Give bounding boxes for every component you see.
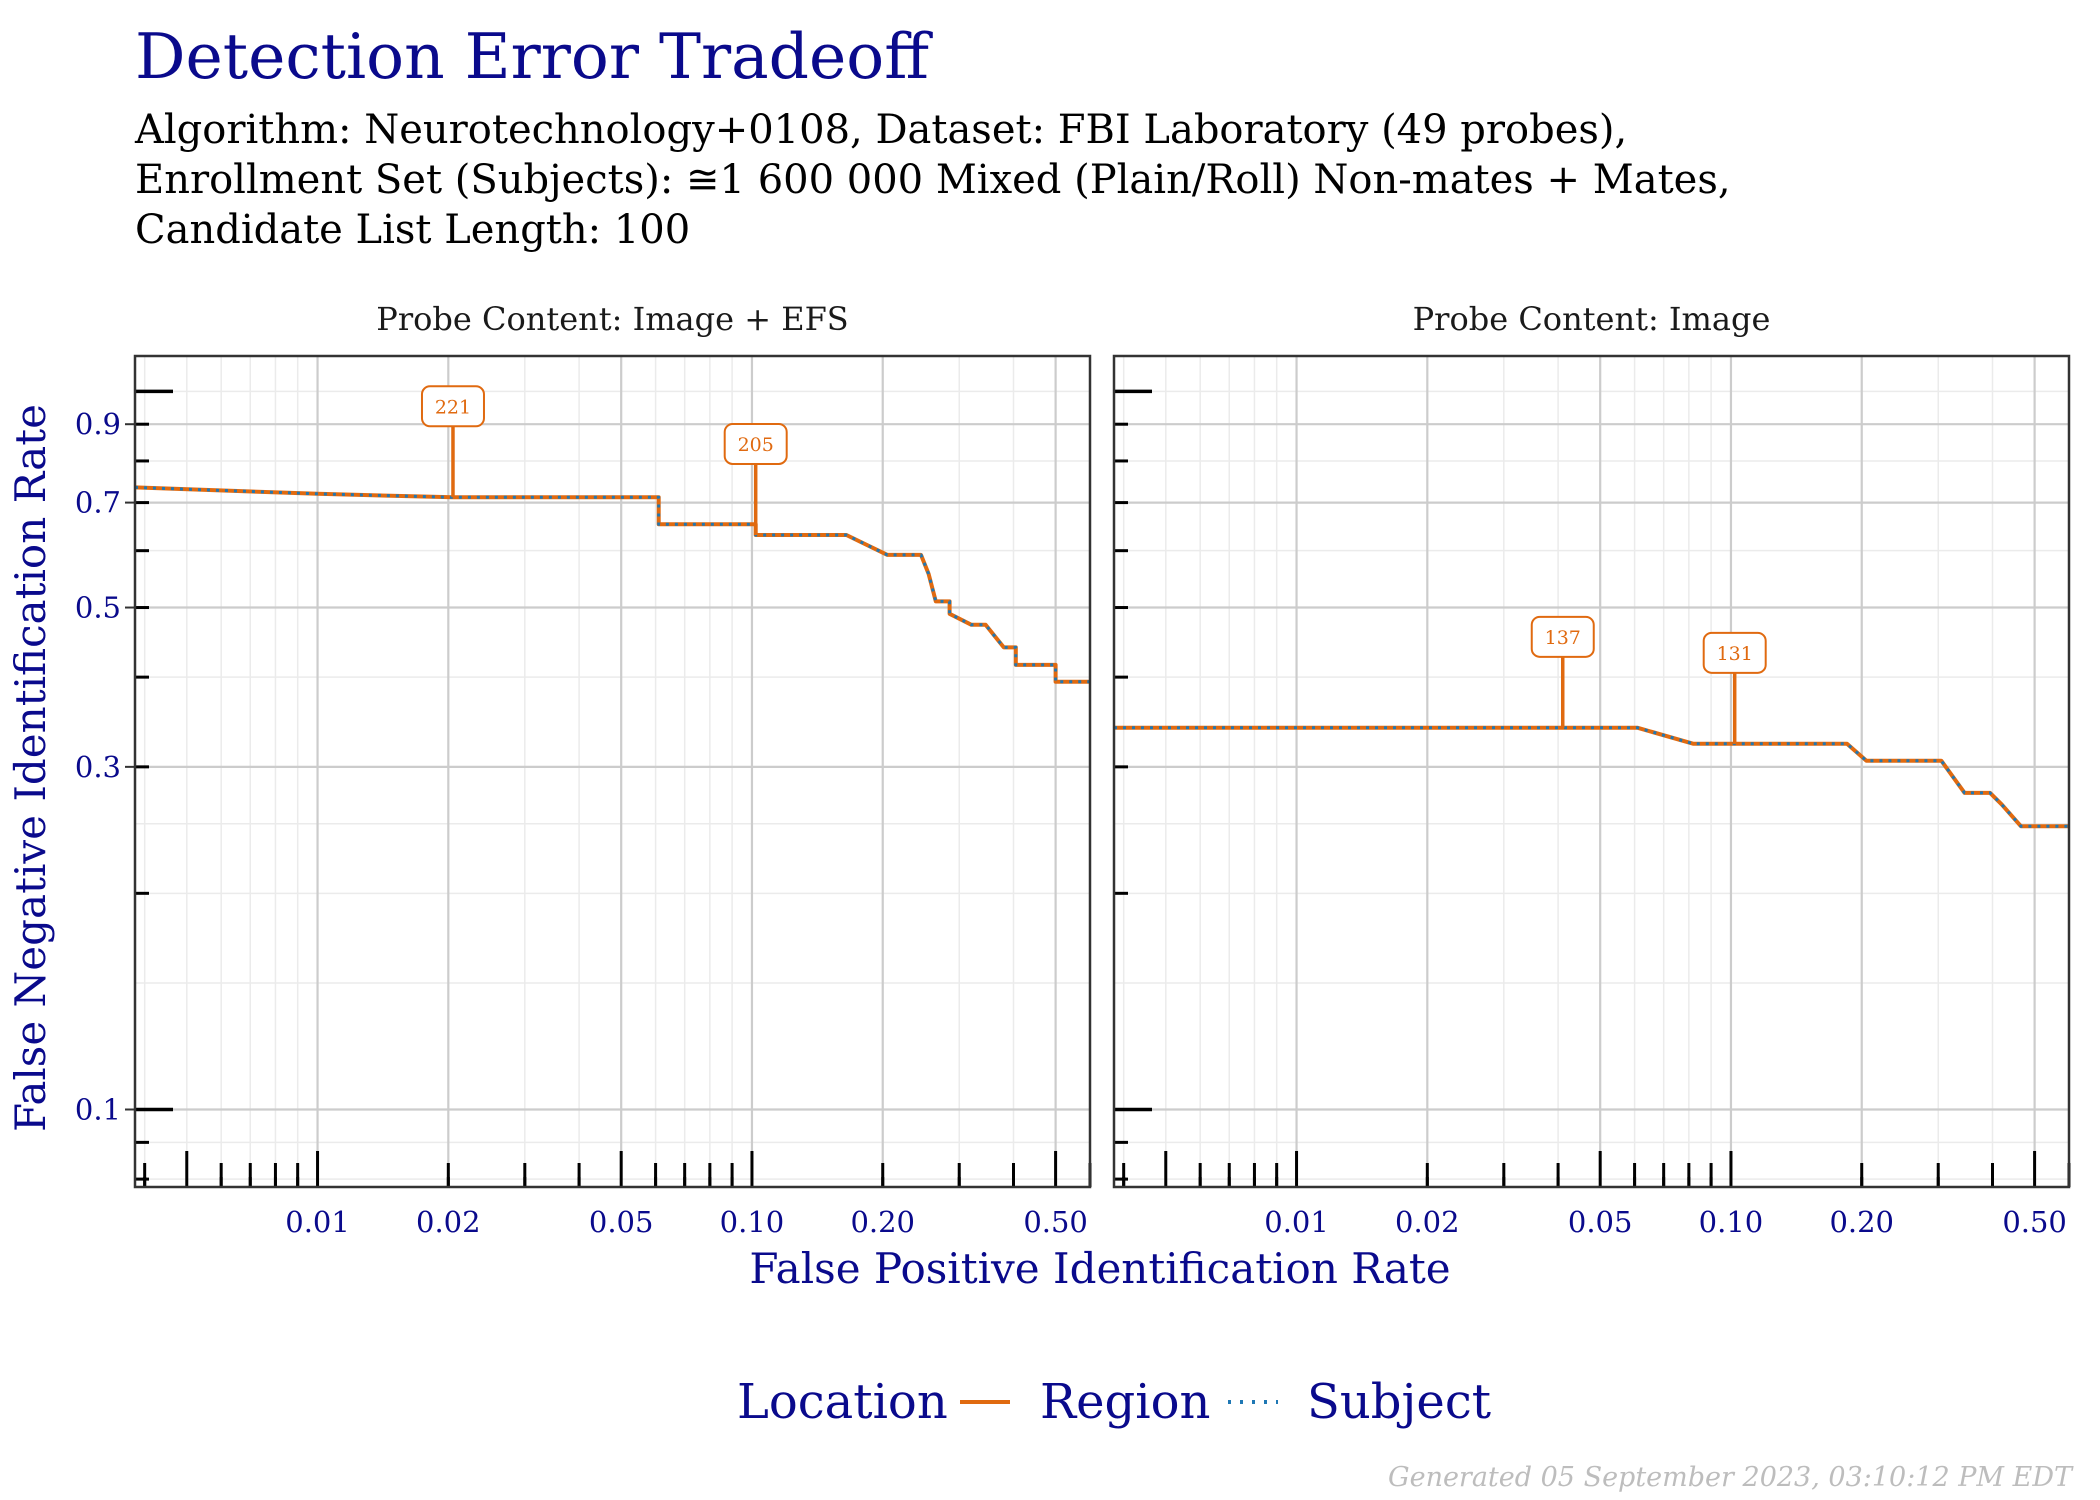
- annotation-label: 137: [1545, 627, 1581, 649]
- annotation-label: 205: [738, 434, 774, 456]
- panel-border: [1112, 354, 2071, 1189]
- x-tick-label: 0.05: [589, 1205, 654, 1239]
- panel-border: [133, 354, 1092, 1189]
- annotation-box: [723, 422, 788, 465]
- annotation-label: 131: [1717, 643, 1753, 665]
- y-tick-label: 0.3: [75, 750, 121, 784]
- panels: 221 205 Probe Content: Image + EFS 0.01 0.02…: [75, 300, 2071, 1239]
- y-tick-label: 0.7: [75, 486, 121, 520]
- legend-entry-region: Region: [1040, 1374, 1210, 1430]
- x-tick-label: 0.50: [2002, 1205, 2067, 1239]
- x-tick-label: 0.50: [1023, 1205, 1088, 1239]
- x-tick-label: 0.10: [1699, 1205, 1764, 1239]
- chart-title: Detection Error Tradeoff: [135, 20, 933, 93]
- legend: Location Region Subject: [737, 1374, 1491, 1430]
- series-line-subject: [1114, 726, 2069, 828]
- x-tick-label: 0.01: [1264, 1205, 1329, 1239]
- y-tick-label: 0.9: [75, 407, 121, 441]
- x-axis-label: False Positive Identification Rate: [749, 1244, 1450, 1293]
- x-tick-label: 0.05: [1568, 1205, 1633, 1239]
- subtitle-line-2: Enrollment Set (Subjects): ≅1 600 000 Mi…: [135, 157, 1731, 203]
- subtitle-line-1: Algorithm: Neurotechnology+0108, Dataset…: [134, 107, 1627, 153]
- annotation-box: [1702, 631, 1767, 674]
- x-tick-label: 0.02: [416, 1205, 481, 1239]
- panel-1: 221 205 Probe Content: Image + EFS 0.01 0.02…: [75, 300, 1092, 1239]
- panel-strip-label: Probe Content: Image: [1413, 300, 1771, 338]
- panel-2: 137 131 Probe Content: Image 0.01 0.02 0.05 0.…: [1112, 300, 2071, 1239]
- annotation-label: 221: [435, 396, 471, 418]
- x-tick-label: 0.20: [850, 1205, 915, 1239]
- x-tick-label: 0.02: [1395, 1205, 1460, 1239]
- series-line-region: [1114, 725, 2069, 829]
- series-line-region: [134, 485, 1090, 684]
- x-tick-label: 0.01: [285, 1205, 350, 1239]
- panel-strip-label: Probe Content: Image + EFS: [376, 300, 848, 338]
- y-tick-label: 0.5: [75, 591, 121, 625]
- annotation-box: [420, 385, 485, 428]
- legend-title: Location: [737, 1374, 948, 1430]
- annotation-box: [1530, 615, 1595, 658]
- y-axis-label: False Negative Identification Rate: [6, 404, 55, 1132]
- generated-timestamp: Generated 05 September 2023, 03:10:12 PM…: [1388, 1462, 2074, 1493]
- legend-entry-subject: Subject: [1307, 1374, 1491, 1430]
- x-tick-label: 0.20: [1829, 1205, 1894, 1239]
- subtitle-line-3: Candidate List Length: 100: [135, 207, 690, 253]
- series-line-subject: [134, 485, 1090, 684]
- y-tick-label: 0.1: [75, 1093, 121, 1127]
- x-tick-label: 0.10: [720, 1205, 785, 1239]
